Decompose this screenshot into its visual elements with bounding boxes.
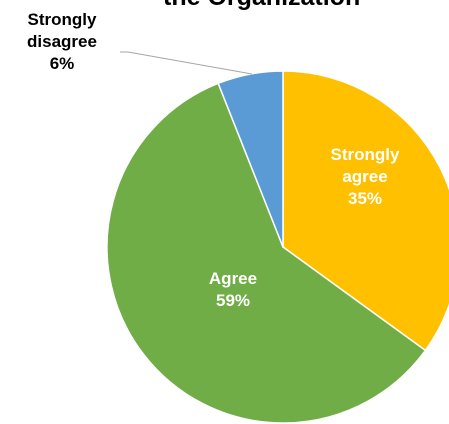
pie-slice-agree <box>106 82 427 424</box>
data-label-strongly-disagree: Strongly disagree 6% <box>27 10 97 73</box>
data-label-value: 59% <box>216 291 250 310</box>
data-label-name: Strongly <box>331 145 400 164</box>
data-label-agree: Agree 59% <box>209 269 257 310</box>
data-label-value: 6% <box>50 54 75 73</box>
data-label-value: 35% <box>348 189 382 208</box>
leader-line-strongly-disagree <box>120 51 253 75</box>
chart-title: the Organization <box>163 0 360 12</box>
data-label-name: disagree <box>27 32 97 51</box>
data-label-name: Agree <box>209 269 257 288</box>
data-label-name: Strongly <box>28 10 97 29</box>
data-label-name: agree <box>342 167 387 186</box>
pie-slice-strongly-disagree <box>217 70 284 248</box>
data-label-strongly-agree: Strongly agree 35% <box>331 145 400 208</box>
